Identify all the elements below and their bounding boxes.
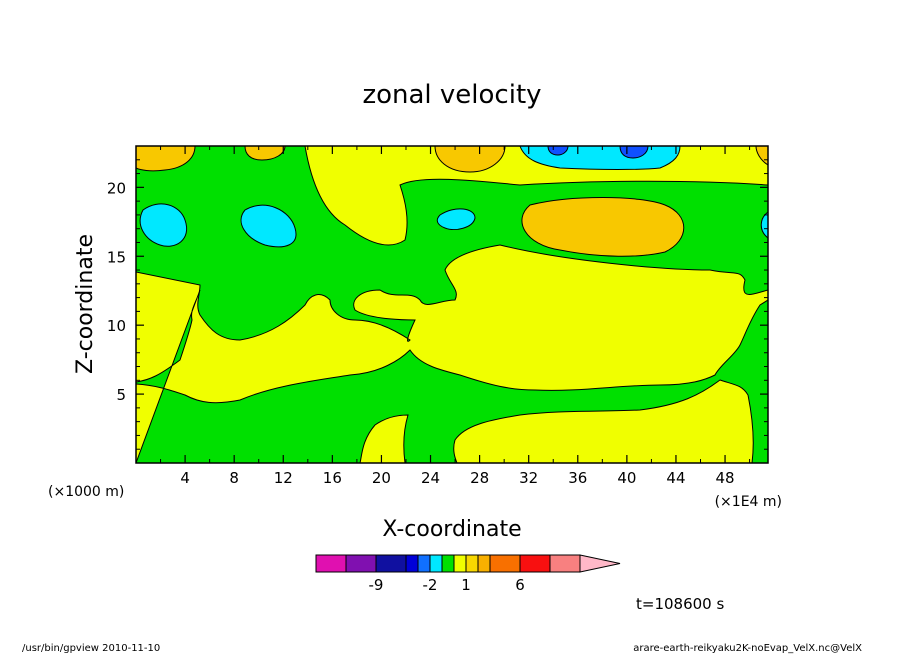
colorbar-segment (441, 554, 455, 573)
colorbar-segment (489, 554, 521, 573)
x-tick-label: 16 (323, 469, 342, 487)
x-units-right: (×1E4 m) (715, 494, 782, 510)
cyan-cell-2 (240, 204, 297, 248)
upper-green-region (136, 146, 768, 342)
colorbar-segment (477, 554, 491, 573)
footer-right: arare-earth-reikyaku2K-noEvap_VelX.nc@Ve… (633, 643, 862, 654)
x-tick-label: 24 (421, 469, 440, 487)
x-tick-label: 32 (519, 469, 538, 487)
x-tick-label: 40 (617, 469, 636, 487)
colorbar-segment (315, 554, 347, 573)
y-axis-label: Z-coordinate (73, 234, 98, 374)
colorbar-label: 1 (461, 576, 471, 594)
colorbar-segment (549, 554, 581, 573)
colorbar-segment (465, 554, 479, 573)
x-tick-label: 20 (372, 469, 391, 487)
right-orange-cell (521, 197, 685, 257)
x-tick-label: 48 (716, 469, 735, 487)
lower-green-region (136, 289, 768, 463)
x-tick-label: 12 (274, 469, 293, 487)
colorbar-segment (375, 554, 407, 573)
footer-left: /usr/bin/gpview 2010-11-10 (22, 643, 160, 654)
time-label: t=108600 s (636, 595, 724, 613)
colorbar-segment (453, 554, 467, 573)
x-tick-label: 36 (568, 469, 587, 487)
colorbar-segment (405, 554, 419, 573)
colorbar-segment (429, 554, 443, 573)
top-orange-cell-2 (244, 146, 286, 161)
x-tick-label: 8 (229, 469, 239, 487)
colorbar: -9 -2 1 6 (315, 554, 621, 594)
x-tick-label: 44 (666, 469, 685, 487)
cyan-cell-3 (436, 208, 476, 231)
top-left-orange-cell (136, 146, 196, 172)
top-orange-cell-3 (434, 146, 506, 173)
y-tick-label: 10 (107, 317, 126, 335)
colorbar-segment (519, 554, 551, 573)
left-cyan-cell (139, 203, 188, 247)
colorbar-segment (417, 554, 431, 573)
colorbar-extend-arrow (579, 554, 621, 573)
colorbar-segment (345, 554, 377, 573)
colorbar-label: -9 (369, 576, 384, 594)
plot-frame (135, 145, 769, 464)
colorbar-label: 6 (515, 576, 525, 594)
y-tick-label: 15 (107, 248, 126, 266)
x-axis-label: X-coordinate (382, 517, 521, 542)
y-tick-label: 20 (107, 179, 126, 197)
y-tick-label: 5 (116, 386, 126, 404)
plot-area (136, 146, 768, 463)
x-tick-label: 28 (470, 469, 489, 487)
colorbar-label: -2 (423, 576, 438, 594)
x-tick-label: 4 (180, 469, 190, 487)
chart-title: zonal velocity (362, 80, 541, 110)
x-units-left: (×1000 m) (48, 484, 124, 500)
